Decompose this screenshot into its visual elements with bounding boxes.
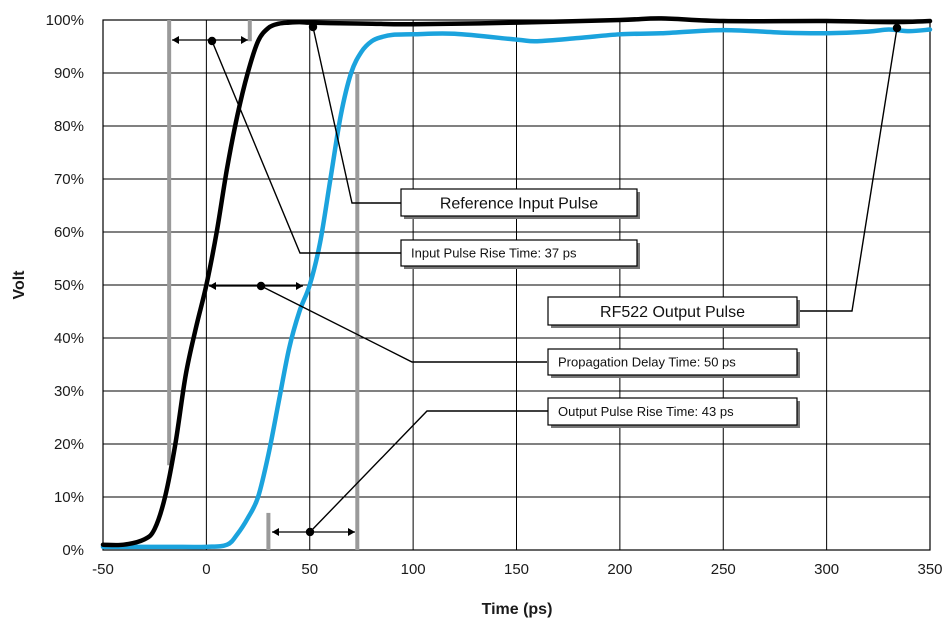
propagation-leader: [260, 285, 547, 363]
x-tick-label: 100: [401, 561, 426, 578]
y-tick-label: 90%: [54, 65, 84, 82]
rf522-output-pulse-label: RF522 Output Pulse: [600, 304, 745, 321]
input-rise-arrow-head-right: [241, 36, 248, 44]
x-tick-label: 150: [504, 561, 529, 578]
output-rise-leader-dot: [305, 527, 315, 537]
rf522-output-pulse-box: [547, 296, 798, 326]
measurement-markers: [167, 20, 360, 550]
y-axis-label: Volt: [11, 270, 28, 300]
reference-leader: [312, 26, 401, 204]
propagation-delay-time-box: [547, 348, 798, 376]
y-tick-label: 100%: [46, 12, 84, 29]
propagation-delay-arrow-head-right: [296, 282, 303, 290]
propagation-delay-time-label: Propagation Delay Time: 50 ps: [558, 355, 736, 370]
y-tick-label: 40%: [54, 330, 84, 347]
input-rise-time-box: [400, 239, 638, 267]
x-axis-ticks: -50 0 50 100 150 200 250 300 350: [92, 561, 942, 578]
grid: [102, 19, 931, 551]
input-rise-leader-dot: [207, 36, 217, 46]
y-tick-label: 60%: [54, 224, 84, 241]
input-rise-arrow-head-left: [172, 36, 179, 44]
y-tick-label: 30%: [54, 383, 84, 400]
x-tick-label: 200: [607, 561, 632, 578]
x-tick-label: 0: [202, 561, 210, 578]
input-rise-leader: [211, 40, 401, 254]
output-rise-arrow-head-left: [272, 528, 279, 536]
output-rise-time-box: [547, 397, 798, 426]
reference-input-pulse-label: Reference Input Pulse: [440, 195, 598, 212]
x-axis-label: Time (ps): [482, 601, 553, 618]
x-tick-label: 350: [917, 561, 942, 578]
series-lines: [100, 16, 933, 550]
reference-input-pulse-box: [400, 188, 638, 217]
x-tick-label: 50: [301, 561, 318, 578]
input-rise-time-label: Input Pulse Rise Time: 37 ps: [411, 246, 577, 261]
y-tick-label: 50%: [54, 277, 84, 294]
rf522-leader-dot: [892, 23, 902, 33]
annotations: Reference Input Pulse Input Pulse Rise Ti…: [172, 22, 902, 537]
output-rise-arrow-head-right: [348, 528, 355, 536]
x-tick-label: 250: [711, 561, 736, 578]
y-tick-label: 70%: [54, 171, 84, 188]
y-tick-label: 20%: [54, 436, 84, 453]
output-rise-time-label: Output Pulse Rise Time: 43 ps: [558, 404, 734, 419]
x-tick-label: 300: [814, 561, 839, 578]
propagation-delay-arrow-head-left: [209, 282, 216, 290]
x-tick-label: -50: [92, 561, 114, 578]
rf522-leader: [797, 27, 898, 312]
output-rise-leader: [309, 410, 548, 533]
rf522-output-pulse-line: [100, 27, 933, 550]
y-tick-label: 10%: [54, 489, 84, 506]
propagation-leader-dot: [256, 281, 266, 291]
y-axis-ticks: 0% 10% 20% 30% 40% 50% 60% 70% 80% 90% 100%: [46, 12, 84, 559]
reference-leader-dot: [308, 22, 318, 32]
reference-input-pulse-line: [100, 16, 933, 548]
y-tick-label: 80%: [54, 118, 84, 135]
y-tick-label: 0%: [62, 542, 84, 559]
